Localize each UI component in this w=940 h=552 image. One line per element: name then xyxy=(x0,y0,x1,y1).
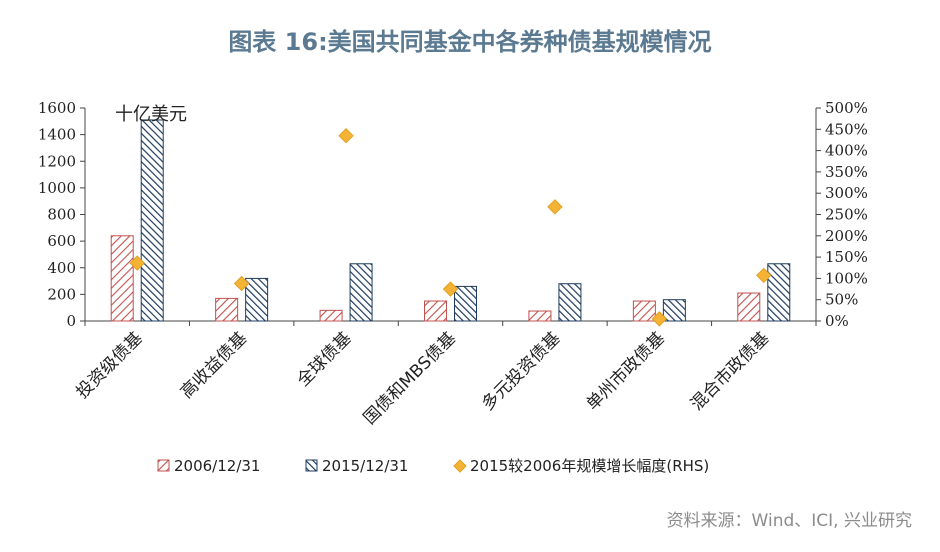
bar-2006 xyxy=(110,235,134,322)
y-left-tick-label: 800 xyxy=(47,206,76,224)
growth-marker xyxy=(129,255,145,271)
x-category-label: 国债和MBS债基 xyxy=(360,328,460,428)
legend-swatch-growth xyxy=(453,459,467,473)
growth-marker xyxy=(756,267,772,284)
bar-2015 xyxy=(558,283,582,322)
y-left-tick-label: 1600 xyxy=(38,99,76,117)
y-left-tick-label: 0 xyxy=(66,312,76,330)
bar-2006 xyxy=(737,292,761,322)
chart-axes: 0 200 400 600 800 1000 1200 1400 1600 0% 50% 100% 15… xyxy=(38,99,868,330)
y-right-tick-label: 0% xyxy=(825,312,849,330)
x-category-label: 单州市政债基 xyxy=(583,328,669,414)
chart-title: 图表 16:美国共同基金中各券种债基规模情况 xyxy=(228,28,712,56)
chart-markers xyxy=(129,127,772,327)
y-right-tick-label: 250% xyxy=(825,206,868,224)
y-right-tick-label: 400% xyxy=(825,142,868,160)
x-category-label: 投资级债基 xyxy=(73,328,147,402)
chart-bars xyxy=(110,119,791,322)
legend-label-growth: 2015较2006年规模增长幅度(RHS) xyxy=(470,457,709,475)
y-right-tick-label: 100% xyxy=(825,269,868,287)
legend-swatch-2015 xyxy=(305,459,318,472)
bar-2006 xyxy=(424,300,447,322)
growth-marker xyxy=(651,311,668,327)
y-left-tick-label: 200 xyxy=(47,285,76,303)
y-right-tick-label: 500% xyxy=(825,99,868,117)
y-left-tick-label: 400 xyxy=(47,259,76,277)
chart-legend: 2006/12/31 2015/12/31 2015较2006年规模增长幅度(RHS… xyxy=(157,457,709,475)
legend-label-2006: 2006/12/31 xyxy=(174,457,260,475)
bar-2015 xyxy=(349,263,373,322)
y-right-tick-label: 50% xyxy=(825,291,858,309)
y-right-tick-label: 450% xyxy=(825,120,868,138)
growth-marker xyxy=(442,281,459,297)
legend-label-2015: 2015/12/31 xyxy=(322,457,408,475)
x-category-label: 多元投资债基 xyxy=(478,328,564,414)
bar-2006 xyxy=(319,309,343,322)
bar-2015 xyxy=(767,263,791,322)
x-category-label: 全球债基 xyxy=(293,328,355,390)
growth-marker xyxy=(547,199,563,215)
source-note: 资料来源：Wind、ICI, 兴业研究 xyxy=(666,511,912,531)
y-right-tick-label: 350% xyxy=(825,163,868,181)
legend-swatch-2006 xyxy=(157,459,170,472)
bar-2015 xyxy=(662,299,686,322)
bar-2015 xyxy=(245,277,269,322)
bar-2015 xyxy=(140,119,164,322)
y-left-tick-label: 1400 xyxy=(38,126,76,144)
unit-label: 十亿美元 xyxy=(115,104,187,125)
bar-2006 xyxy=(215,297,239,322)
growth-marker xyxy=(338,127,354,144)
y-right-tick-label: 200% xyxy=(825,227,868,245)
bar-2015 xyxy=(454,285,477,322)
bar-2006 xyxy=(632,300,656,322)
bar-2006 xyxy=(528,310,552,322)
x-category-label: 高收益债基 xyxy=(177,328,251,402)
y-left-tick-label: 600 xyxy=(47,232,76,250)
y-right-tick-label: 150% xyxy=(825,248,868,266)
x-category-label: 混合市政债基 xyxy=(687,328,773,414)
y-left-tick-label: 1000 xyxy=(38,179,76,197)
y-left-tick-label: 1200 xyxy=(38,152,76,170)
y-right-tick-label: 300% xyxy=(825,184,868,202)
growth-marker xyxy=(233,275,250,292)
